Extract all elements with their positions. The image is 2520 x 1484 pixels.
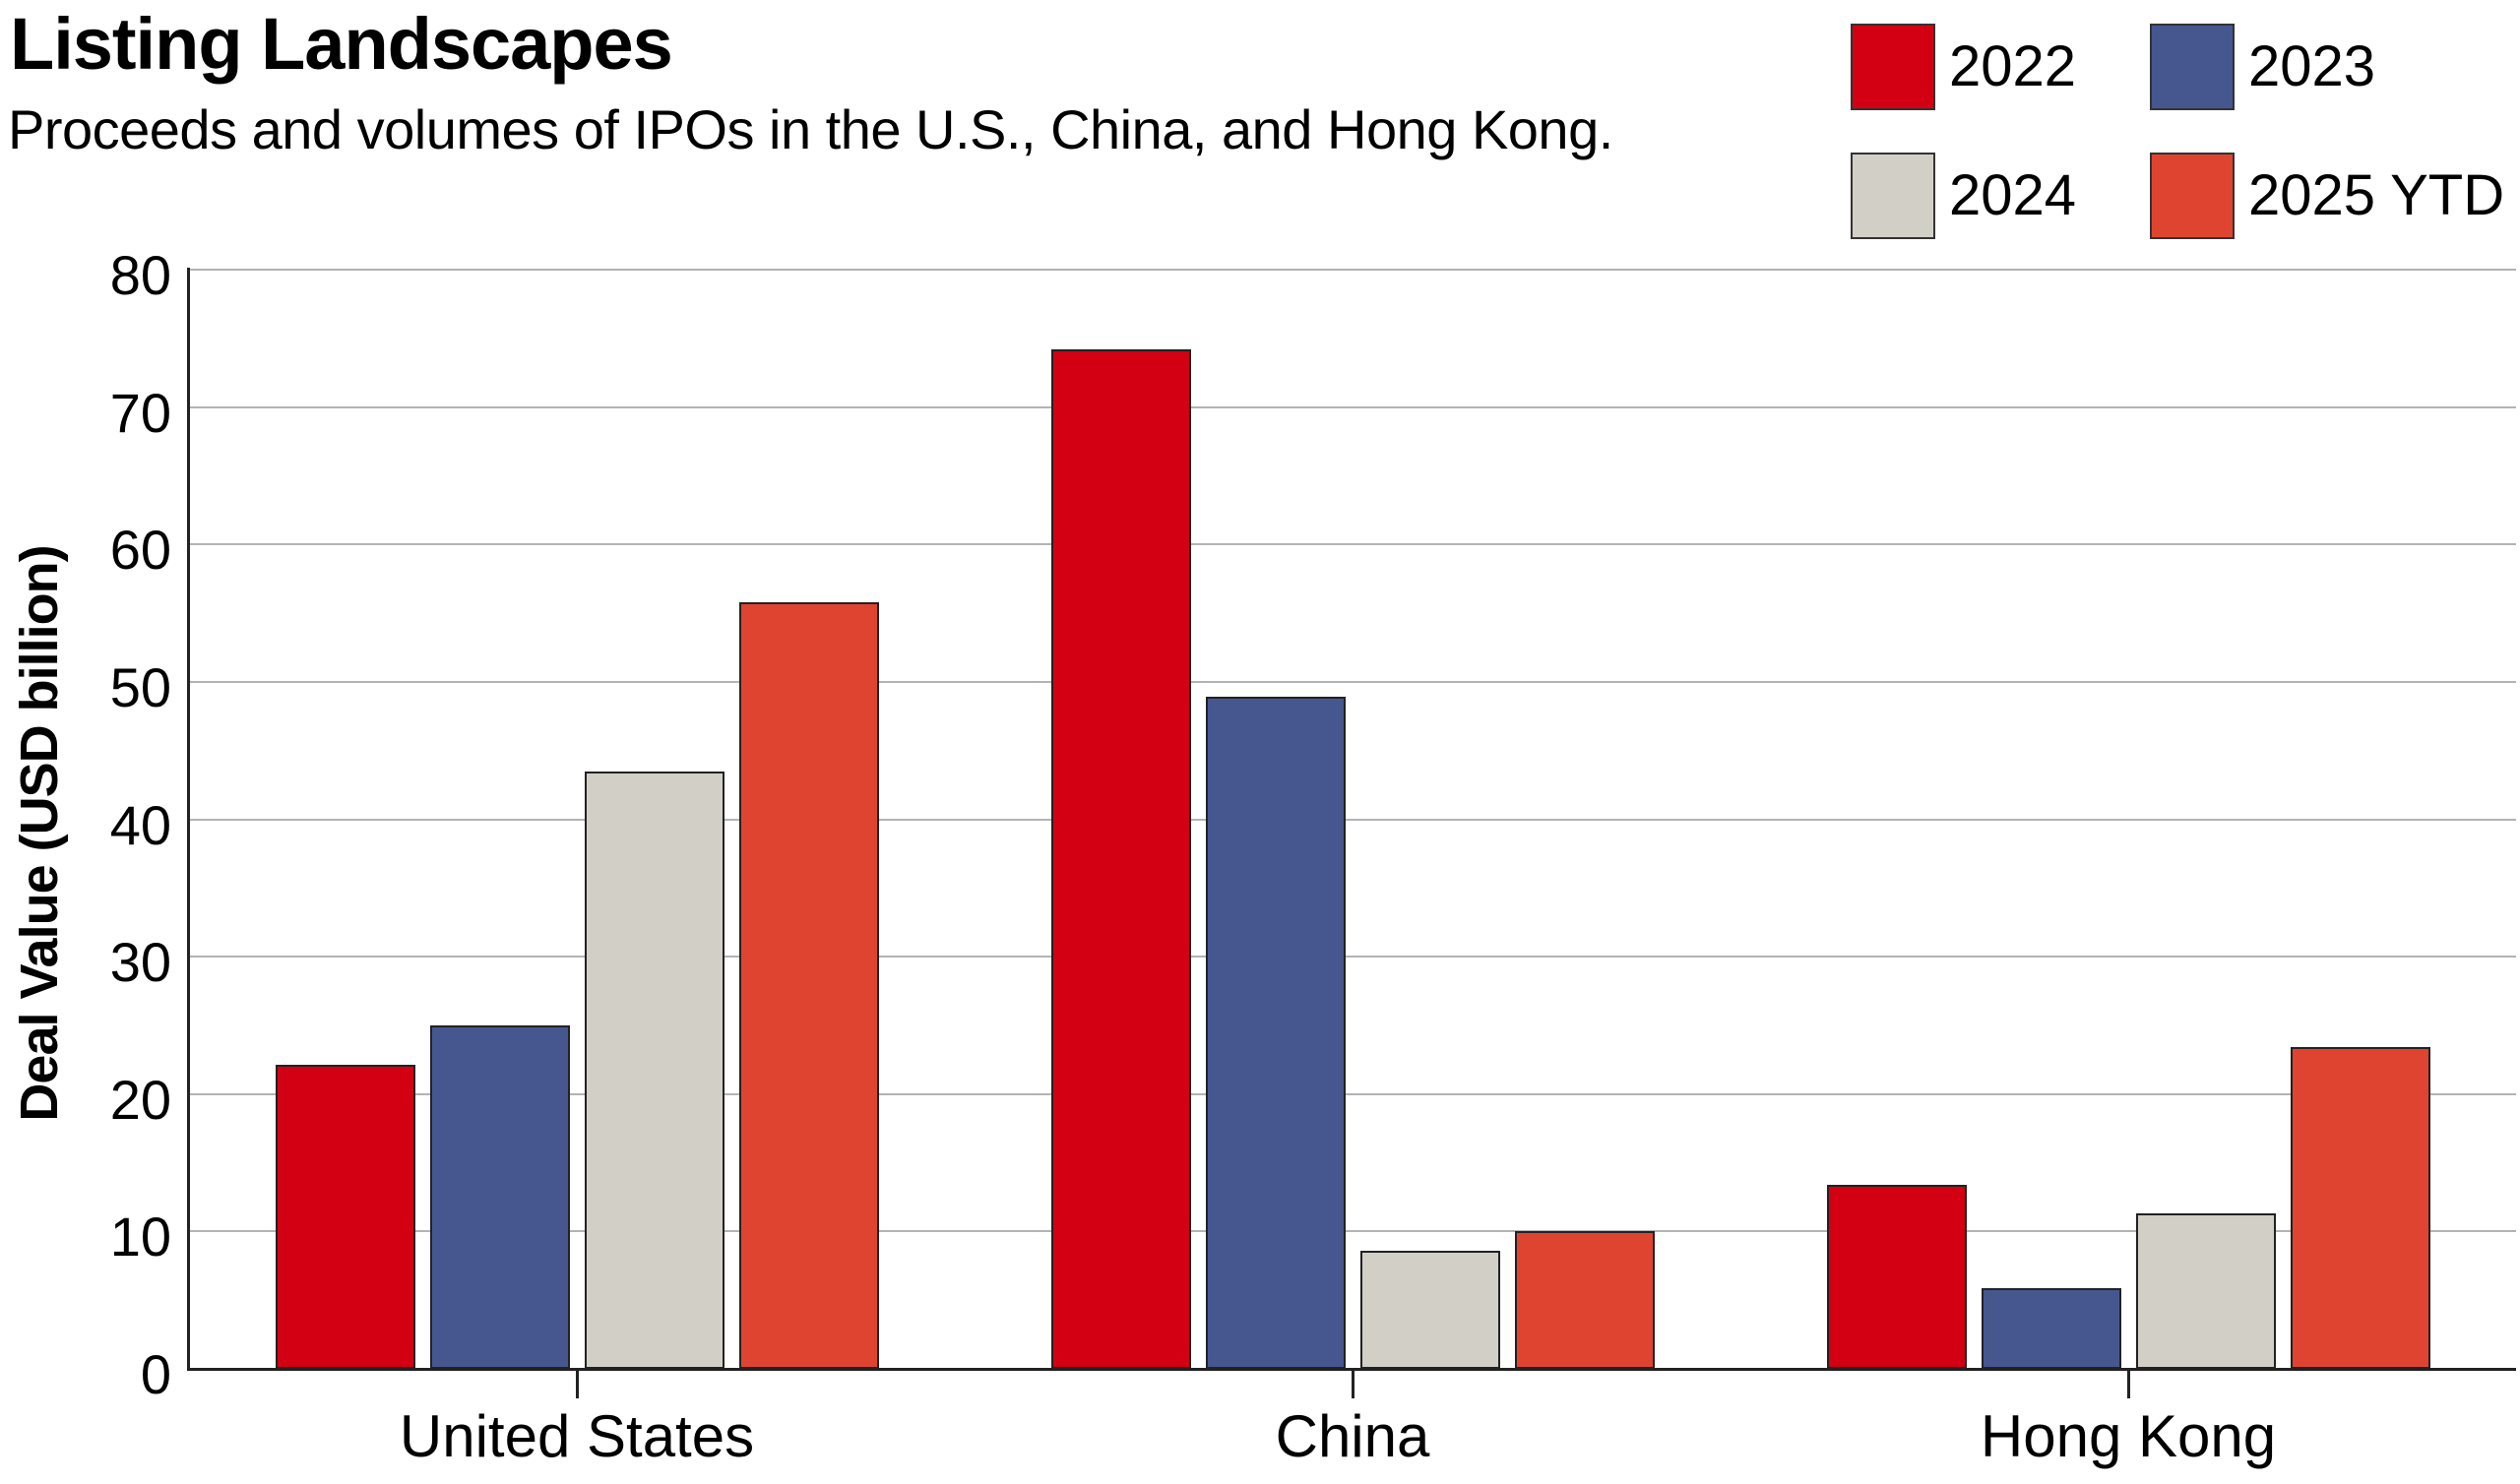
bar-china-2025-ytd	[1514, 1231, 1655, 1369]
x-tick-label: United States	[399, 1403, 755, 1469]
gridline	[189, 1230, 2516, 1233]
y-tick-label: 60	[109, 519, 171, 582]
bar-hong-kong-2023	[1981, 1287, 2121, 1369]
y-tick-label: 10	[109, 1206, 171, 1268]
bar-hong-kong-2024	[2135, 1213, 2276, 1369]
bar-hong-kong-2025-ytd	[2290, 1047, 2430, 1369]
gridline	[189, 956, 2516, 958]
legend: 2022 2023 2024 2025 YTD	[1851, 24, 2520, 250]
bar-china-2024	[1359, 1250, 1500, 1369]
gridline	[189, 543, 2516, 546]
x-tick-label: Hong Kong	[1980, 1403, 2277, 1469]
y-tick-label: 70	[109, 381, 171, 444]
bar-united-states-2025-ytd	[738, 601, 879, 1369]
y-tick-label: 20	[109, 1068, 171, 1131]
legend-label: 2022	[1949, 34, 2077, 98]
y-tick-label: 0	[140, 1343, 171, 1405]
y-tick-label: 30	[109, 931, 171, 994]
gridline	[189, 405, 2516, 408]
legend-swatch-2024	[1851, 153, 1935, 239]
gridline	[189, 269, 2516, 271]
legend-swatch-2022	[1851, 24, 1935, 110]
x-tick-mark	[2127, 1371, 2130, 1398]
x-tick-mark	[1352, 1371, 1354, 1398]
bar-united-states-2023	[429, 1024, 570, 1369]
chart-title: Listing Landscapes	[10, 3, 673, 85]
y-tick-label: 40	[109, 793, 171, 856]
y-axis-label: Deal Value (USD billion)	[10, 545, 69, 1122]
y-tick-label: 80	[109, 244, 171, 306]
chart-subtitle: Proceeds and volumes of IPOs in the U.S.…	[8, 98, 1613, 160]
legend-label: 2023	[2248, 34, 2376, 98]
gridline	[189, 680, 2516, 683]
legend-item-2025-ytd: 2025 YTD	[2150, 153, 2504, 239]
x-axis-line	[187, 1368, 2516, 1371]
gridline	[189, 818, 2516, 821]
legend-item-2024: 2024	[1851, 153, 2076, 239]
bar-hong-kong-2022	[1826, 1184, 1967, 1369]
legend-label: 2024	[1949, 163, 2077, 227]
legend-label: 2025 YTD	[2248, 163, 2505, 227]
bar-china-2022	[1050, 348, 1191, 1369]
bar-united-states-2024	[584, 771, 724, 1369]
legend-item-2023: 2023	[2150, 24, 2375, 110]
x-tick-label: China	[1275, 1403, 1430, 1469]
legend-swatch-2025-ytd	[2150, 153, 2235, 239]
gridline	[189, 1092, 2516, 1095]
legend-item-2022: 2022	[1851, 24, 2076, 110]
legend-swatch-2023	[2150, 24, 2235, 110]
y-axis-line	[187, 268, 190, 1371]
y-tick-label: 50	[109, 655, 171, 718]
bar-united-states-2022	[275, 1065, 415, 1369]
x-tick-mark	[576, 1371, 579, 1398]
bar-china-2023	[1205, 697, 1346, 1369]
